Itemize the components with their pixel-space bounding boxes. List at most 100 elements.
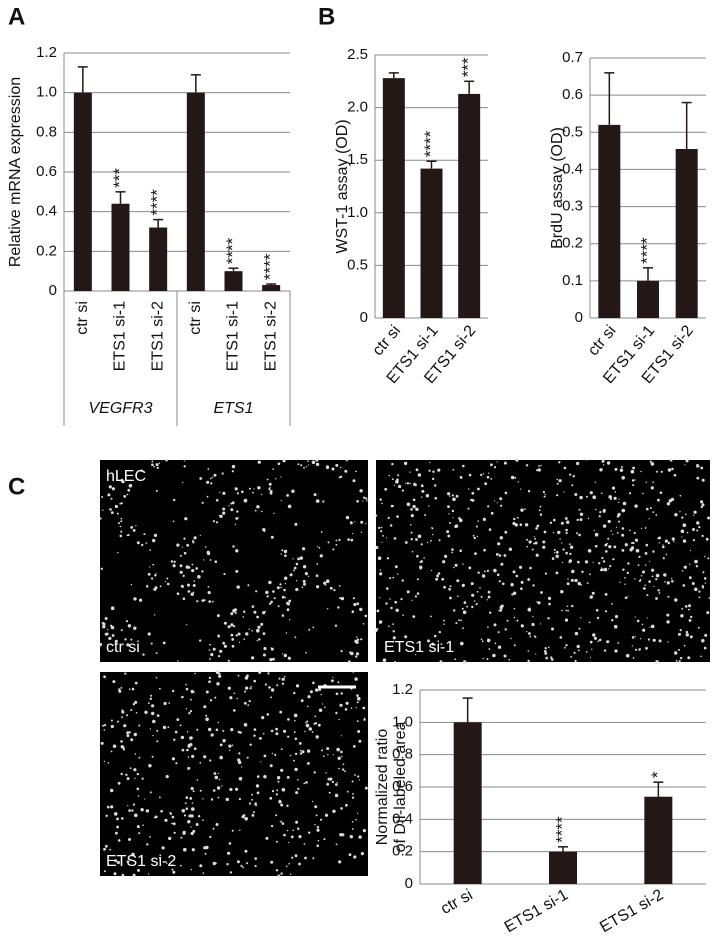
cell: [652, 550, 655, 553]
cell: [151, 577, 154, 580]
cell: [138, 832, 141, 835]
cell: [393, 484, 396, 486]
cell: [268, 686, 271, 689]
cell: [650, 462, 655, 466]
cell: [128, 809, 131, 812]
cell: [528, 607, 531, 610]
cell: [312, 681, 315, 685]
cell: [122, 746, 125, 749]
cell: [533, 536, 535, 538]
cell: [701, 534, 704, 538]
cell: [261, 510, 263, 513]
cell: [285, 865, 288, 868]
cell: [559, 636, 563, 639]
cell: [241, 766, 243, 768]
cell: [378, 526, 381, 530]
cell: [305, 466, 307, 468]
cell: [187, 743, 191, 747]
y-tick-label: 0.6: [562, 86, 583, 103]
cell: [231, 501, 235, 505]
cell: [127, 534, 130, 536]
cell: [671, 580, 674, 583]
cell: [121, 709, 124, 712]
cell: [644, 552, 648, 555]
cell: [129, 767, 132, 770]
cell: [495, 553, 499, 556]
cell: [678, 660, 681, 663]
cell: [622, 501, 627, 506]
cell: [548, 646, 550, 649]
cell: [443, 585, 446, 589]
cell: [394, 600, 398, 604]
cell: [484, 482, 488, 486]
cell: [669, 458, 673, 462]
cell: [171, 815, 175, 819]
cell: [244, 690, 247, 693]
cell: [420, 484, 424, 488]
cell: [311, 731, 314, 733]
cell: [599, 468, 603, 472]
bar: [186, 92, 205, 292]
cell: [154, 815, 158, 819]
bar: [382, 78, 405, 318]
cell: [520, 580, 524, 584]
cell: [192, 541, 195, 544]
significance-label: ****: [148, 189, 167, 216]
cell: [249, 743, 252, 746]
cell: [221, 472, 224, 475]
cell: [293, 759, 295, 762]
cell: [492, 653, 496, 658]
cell: [125, 620, 129, 623]
cell: [674, 598, 678, 602]
cell: [244, 676, 249, 680]
cell: [171, 757, 175, 761]
cell: [449, 495, 451, 497]
cell: [326, 747, 330, 751]
cell: [655, 514, 658, 516]
cell: [417, 534, 422, 539]
cell: [152, 719, 156, 724]
cell: [346, 790, 349, 793]
cell: [404, 482, 407, 484]
cell: [121, 873, 125, 877]
cell: [466, 605, 468, 608]
cell: [409, 471, 411, 473]
cell: [589, 640, 593, 644]
cell: [381, 502, 383, 505]
cell: [430, 615, 432, 618]
cell: [378, 622, 381, 624]
cell: [640, 470, 642, 473]
cell: [497, 542, 501, 546]
cell: [249, 687, 252, 690]
cell: [116, 860, 120, 865]
cell: [338, 718, 340, 721]
cell: [537, 468, 541, 472]
cell: [248, 700, 251, 703]
cell: [357, 730, 361, 733]
cell: [486, 599, 488, 601]
cell: [684, 605, 688, 608]
cell: [295, 791, 299, 795]
cell: [642, 570, 645, 574]
cell: [231, 638, 235, 641]
cell: [204, 546, 207, 548]
cell: [516, 619, 519, 622]
cell: [486, 569, 489, 573]
cell: [655, 578, 658, 581]
cell: [431, 570, 433, 572]
cell: [116, 825, 119, 829]
cell: [597, 640, 600, 642]
cell: [120, 740, 123, 743]
cell: [227, 851, 231, 855]
cell: [275, 793, 278, 796]
cell: [315, 458, 319, 462]
cell: [293, 731, 296, 734]
cell: [114, 859, 118, 863]
cell: [109, 508, 112, 511]
cell: [314, 805, 318, 809]
cell: [107, 493, 111, 497]
x-tick-label: ctr si: [585, 322, 620, 359]
cell: [567, 578, 569, 580]
cell: [244, 817, 248, 821]
cell: [179, 554, 182, 557]
